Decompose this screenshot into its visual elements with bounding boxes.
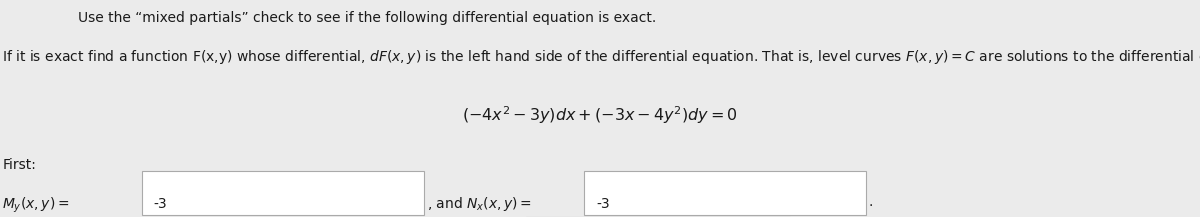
Text: $(-4x^2 - 3y)dx + (-3x - 4y^2)dy = 0$: $(-4x^2 - 3y)dx + (-3x - 4y^2)dy = 0$	[462, 104, 738, 126]
Text: First:: First:	[2, 158, 36, 173]
Text: If it is exact find a function F(x,y) whose differential, $dF(x, y)$ is the left: If it is exact find a function F(x,y) wh…	[2, 48, 1200, 66]
Text: .: .	[869, 195, 874, 209]
Text: , and $N_x(x, y) =$: , and $N_x(x, y) =$	[427, 195, 533, 213]
FancyBboxPatch shape	[584, 171, 866, 215]
Text: -3: -3	[154, 197, 167, 212]
FancyBboxPatch shape	[142, 171, 424, 215]
Text: -3: -3	[596, 197, 610, 212]
Text: $M_y(x, y) =$: $M_y(x, y) =$	[2, 195, 70, 215]
Text: Use the “mixed partials” check to see if the following differential equation is : Use the “mixed partials” check to see if…	[78, 11, 656, 25]
